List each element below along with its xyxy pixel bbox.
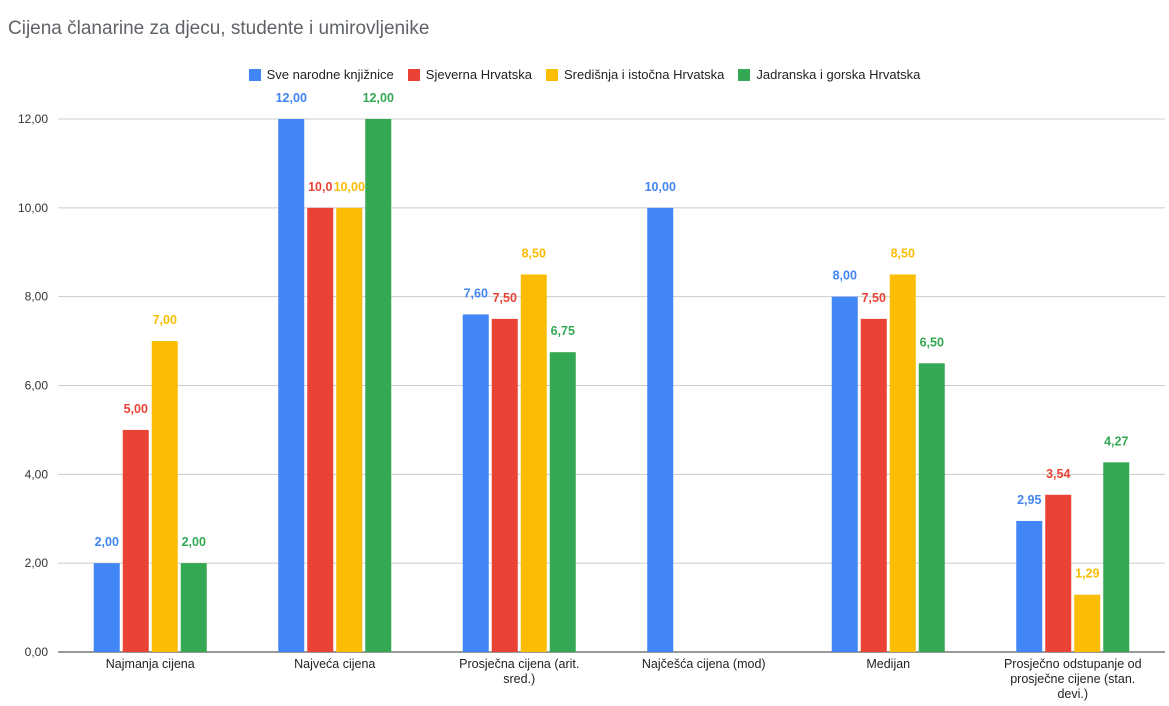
bar xyxy=(491,318,518,652)
bar xyxy=(831,296,858,652)
chart-title: Cijena članarine za djecu, studente i um… xyxy=(8,18,430,39)
data-label: 4,27 xyxy=(1104,434,1128,448)
bar xyxy=(1074,594,1101,652)
y-tick-label: 12,00 xyxy=(18,112,48,126)
bar xyxy=(122,429,149,652)
bar xyxy=(889,274,916,652)
bar xyxy=(336,207,363,653)
legend-label: Sjeverna Hrvatska xyxy=(425,67,532,82)
legend-label: Jadranska i gorska Hrvatska xyxy=(756,67,921,82)
legend-swatch xyxy=(546,68,558,81)
legend-swatch xyxy=(407,68,420,81)
y-tick-label: 10,00 xyxy=(18,201,48,215)
data-label: 2,95 xyxy=(1017,493,1041,507)
data-label: 2,00 xyxy=(182,535,206,549)
legend-swatch xyxy=(248,68,261,81)
bar xyxy=(1045,494,1072,652)
bar xyxy=(151,341,178,652)
x-tick-label: Prosječna cijena (arit. xyxy=(459,657,579,671)
legend-item[interactable]: Jadranska i gorska Hrvatska xyxy=(738,67,920,82)
legend-item[interactable]: Sjeverna Hrvatska xyxy=(407,67,532,82)
x-tick-label: Najveća cijena xyxy=(294,657,375,671)
data-label: 12,00 xyxy=(363,91,394,105)
x-tick-label: devi.) xyxy=(1057,687,1088,701)
data-label: 10,00 xyxy=(334,180,365,194)
data-label: 10,00 xyxy=(645,180,676,194)
bar xyxy=(647,207,674,653)
legend-label: Sve narodne knjižnice xyxy=(266,67,394,82)
legend: Sve narodne knjižnice Sjeverna Hrvatska Sr… xyxy=(0,67,1169,82)
x-tick-label: Prosječno odstupanje od xyxy=(1004,657,1142,671)
data-label: 7,00 xyxy=(153,313,177,327)
y-tick-label: 2,00 xyxy=(25,556,49,570)
bar xyxy=(462,314,489,652)
legend-item[interactable]: Sve narodne knjižnice xyxy=(248,67,394,82)
data-label: 6,75 xyxy=(551,324,575,338)
bar xyxy=(1016,520,1043,652)
data-label: 6,50 xyxy=(920,335,944,349)
bar xyxy=(1103,462,1130,652)
y-tick-label: 8,00 xyxy=(25,290,49,304)
bar xyxy=(93,563,120,652)
y-tick-label: 0,00 xyxy=(25,645,49,659)
y-tick-label: 6,00 xyxy=(25,379,49,393)
legend-swatch xyxy=(738,68,751,81)
bar xyxy=(549,352,576,652)
bar xyxy=(307,207,334,653)
data-label: 8,50 xyxy=(522,246,546,260)
data-label: 7,50 xyxy=(493,291,517,305)
bar xyxy=(860,318,887,652)
bar xyxy=(180,563,207,652)
data-label: 8,50 xyxy=(891,246,915,260)
x-tick-label: sred.) xyxy=(503,672,535,686)
bar xyxy=(278,119,305,652)
data-label: 2,00 xyxy=(95,535,119,549)
data-label: 12,00 xyxy=(276,91,307,105)
data-label: 1,29 xyxy=(1075,567,1099,581)
bar xyxy=(918,363,945,652)
data-label: 7,50 xyxy=(862,291,886,305)
legend-item[interactable]: Središnja i istočna Hrvatska xyxy=(546,67,724,82)
data-label: 5,00 xyxy=(124,402,148,416)
bar xyxy=(365,119,392,652)
x-tick-label: Najmanja cijena xyxy=(106,657,195,671)
y-tick-label: 4,00 xyxy=(25,467,49,481)
bar xyxy=(520,274,547,652)
data-label: 7,60 xyxy=(464,286,488,300)
data-label: 10,0 xyxy=(308,180,332,194)
data-label: 3,54 xyxy=(1046,467,1070,481)
x-tick-label: Medijan xyxy=(866,657,910,671)
legend-label: Središnja i istočna Hrvatska xyxy=(564,67,725,82)
x-tick-label: Najčešća cijena (mod) xyxy=(642,657,766,671)
data-label: 8,00 xyxy=(833,269,857,283)
x-tick-label: prosječne cijene (stan. xyxy=(1010,672,1135,686)
